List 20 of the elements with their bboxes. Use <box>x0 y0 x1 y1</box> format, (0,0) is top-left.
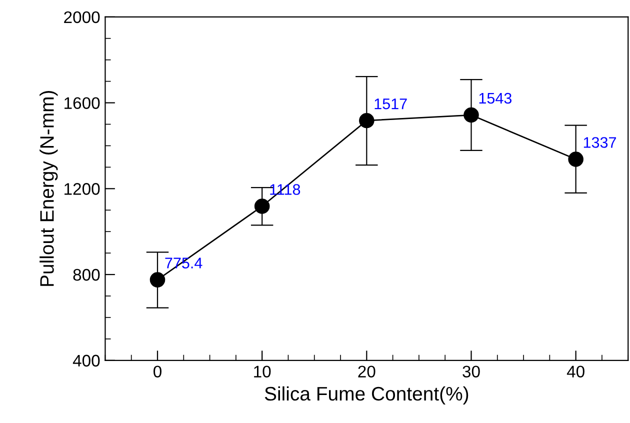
point <box>150 272 166 288</box>
point <box>568 152 584 167</box>
point <box>254 198 270 214</box>
y-tick-label: 400 <box>72 354 100 367</box>
x-tick-label: 30 <box>462 366 480 378</box>
x-tick-label: 40 <box>566 366 584 378</box>
y-tick-label: 1600 <box>64 97 100 109</box>
point <box>359 112 374 128</box>
y-tick-label: 2000 <box>64 11 100 24</box>
y-tick-label: 800 <box>73 268 100 281</box>
data-label: 1543 <box>479 92 512 104</box>
x-tick-label: 10 <box>254 366 271 378</box>
y-axis-title: Pullout Energy (N-mm) <box>40 90 58 286</box>
x-axis-title: Silica Fume Content(%) <box>264 386 468 404</box>
data-label: 1337 <box>584 137 616 148</box>
y-tick-label: 1200 <box>64 183 100 195</box>
x-tick-label: 0 <box>154 366 162 378</box>
x-tick-label: 20 <box>358 366 376 378</box>
point <box>464 107 479 123</box>
data-label: 1517 <box>374 98 407 110</box>
